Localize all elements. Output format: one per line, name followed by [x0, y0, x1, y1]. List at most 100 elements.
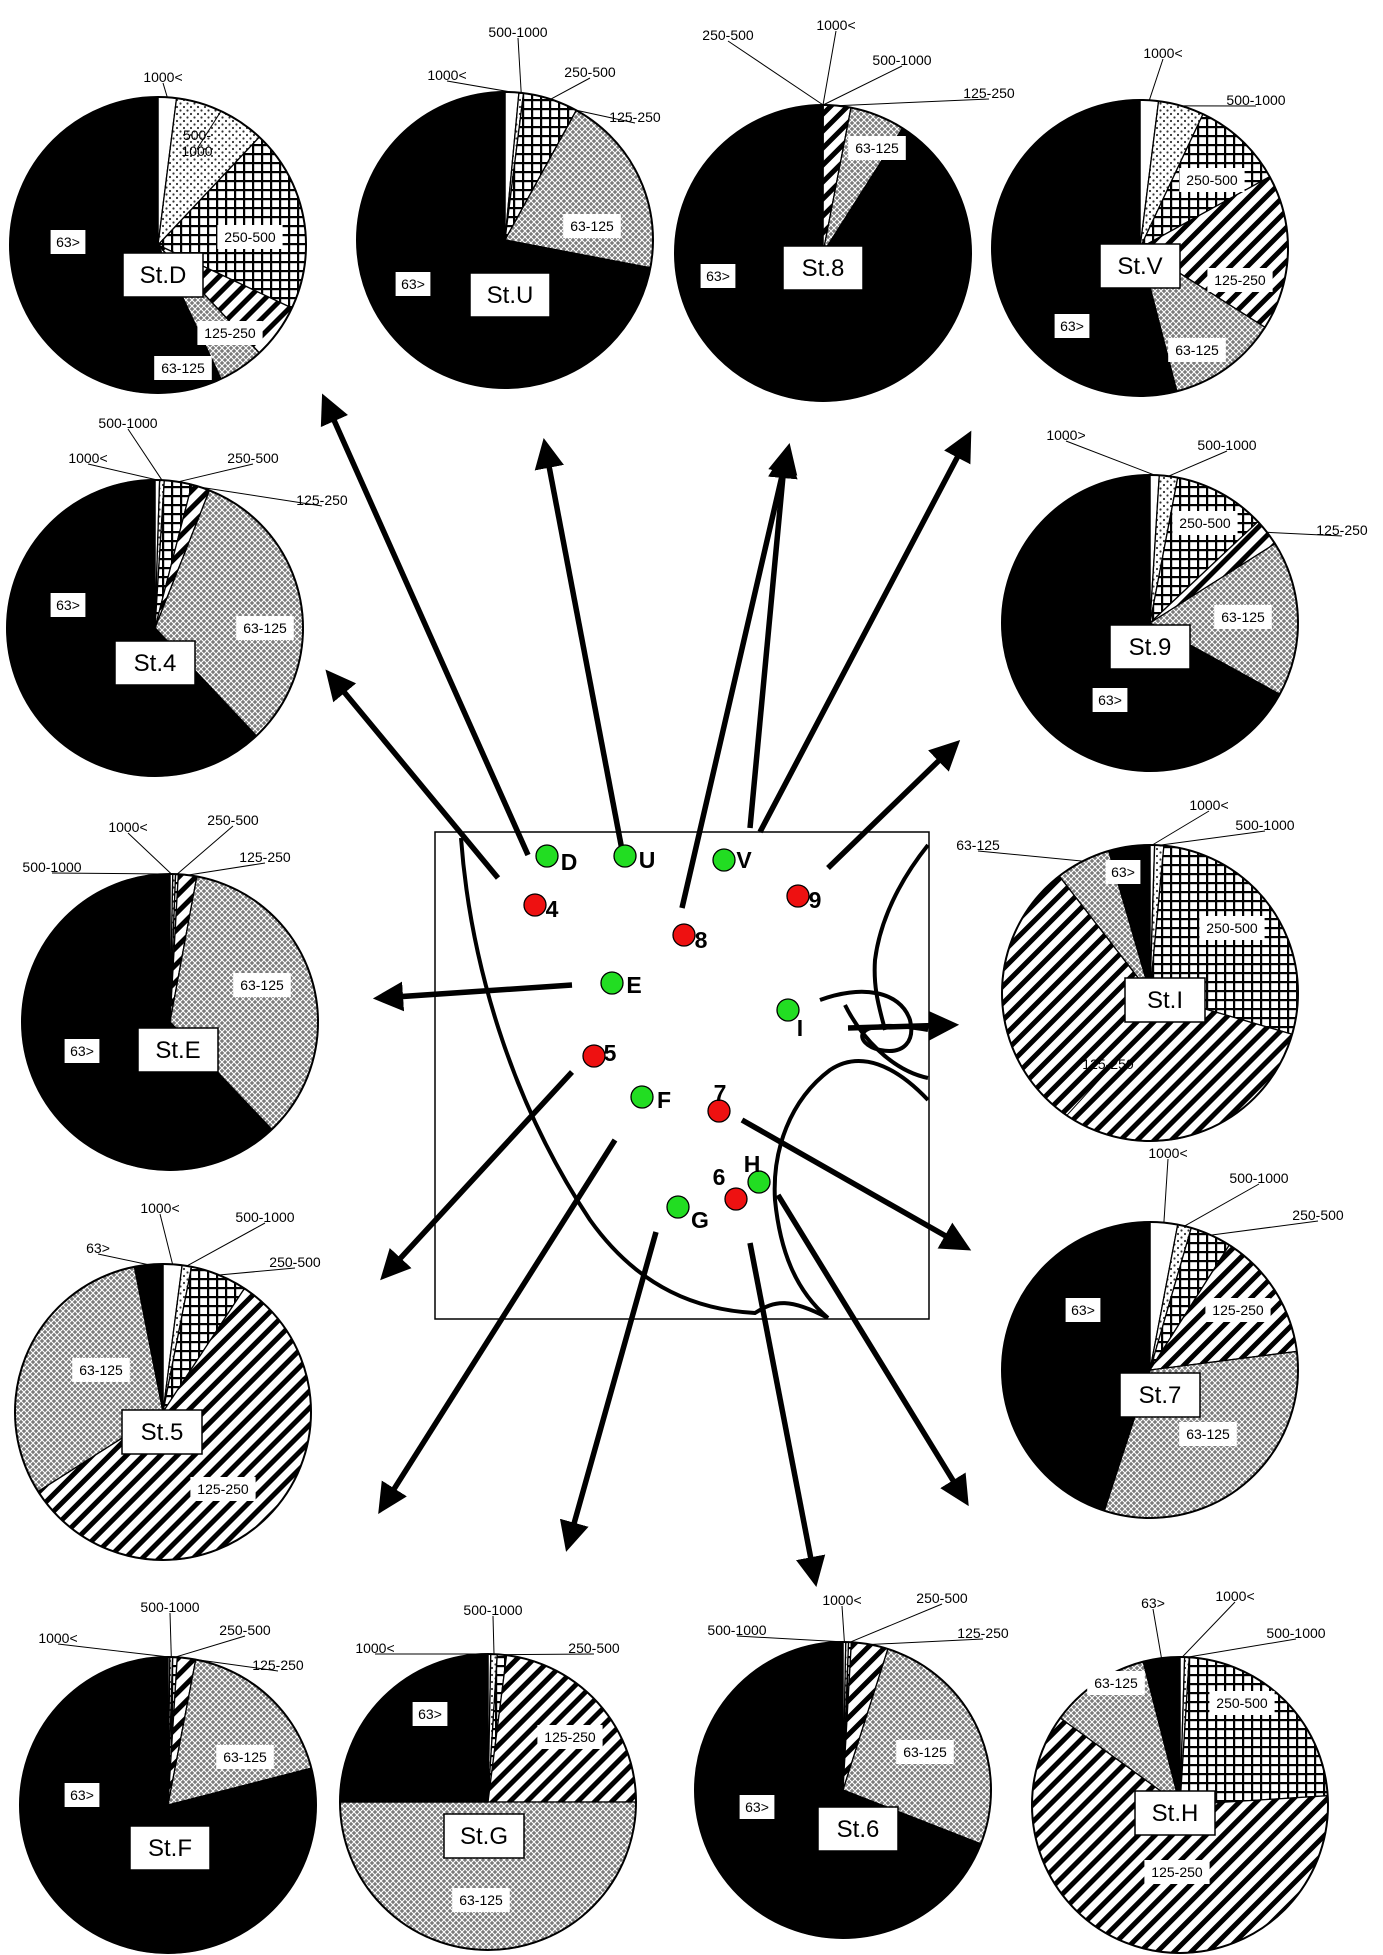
- station-label-box: [122, 252, 204, 298]
- station-label: St.D: [140, 262, 187, 289]
- leader-line: [187, 862, 266, 876]
- arrow: [325, 669, 501, 880]
- site-marker: [724, 1187, 748, 1211]
- site-label: V: [736, 847, 752, 873]
- segment-label-63: 63>: [70, 1787, 94, 1803]
- segment-label-box: [1205, 1298, 1271, 1322]
- coastline: [819, 989, 929, 1053]
- station-label: St.8: [802, 255, 845, 282]
- pie-st-h: 1000< 500-1000 250-500 125-250 63-125 63> St.H: [1031, 1588, 1329, 1954]
- site-label: 8: [695, 927, 708, 953]
- segment-label-box: [1092, 688, 1128, 712]
- leader-line: [837, 98, 990, 107]
- station-label-box: [121, 1409, 203, 1455]
- site-9: 9: [786, 884, 822, 913]
- pie-st-i: 1000< 500-1000 250-500 125-250 63-125 63> St.I: [956, 797, 1299, 1142]
- segment-label-1000: 1000<: [822, 1592, 861, 1608]
- leader-line: [1163, 1158, 1169, 1223]
- segment-label-1000: 1000<: [143, 69, 182, 85]
- leader-line: [1266, 531, 1343, 537]
- segment-label-250-500: 250-500: [564, 64, 616, 80]
- leader-line: [501, 1653, 595, 1656]
- segment-label-box: [1209, 1691, 1275, 1715]
- station-label-box: [1134, 1790, 1216, 1836]
- pie-st-e: 1000< 500-1000 250-500 125-250 63-125 63> St.E: [21, 812, 319, 1171]
- leader-line: [1152, 810, 1210, 846]
- site-label: U: [639, 847, 656, 873]
- site-marker: [600, 971, 624, 995]
- station-label: St.F: [148, 1835, 192, 1862]
- segment-label-500-1000: 500-1000: [1235, 817, 1294, 833]
- pie-outline: [14, 1263, 312, 1561]
- pie-st-u: 1000< 500-1000 250-500 125-250 63-125 63> St.U: [356, 24, 661, 389]
- segment-label-500-1000: 500-1000: [463, 1602, 522, 1618]
- segment-label-box: [1207, 268, 1273, 292]
- segment-label-125-250: 125-250: [239, 849, 291, 865]
- segment-label-250-500: 250-500: [207, 812, 259, 828]
- site-i: I: [776, 998, 803, 1041]
- segment-label-box: [395, 272, 431, 296]
- site-marker: [523, 893, 547, 917]
- site-label: 4: [546, 896, 559, 922]
- site-label: 9: [809, 887, 822, 913]
- segment-label-box: [1054, 314, 1090, 338]
- site-f: F: [630, 1085, 671, 1113]
- site-4: 4: [523, 893, 559, 922]
- segment-label-63-125: 63-125: [1186, 1426, 1230, 1442]
- site-h: H: [744, 1151, 771, 1194]
- segment-label-box: [72, 1358, 130, 1382]
- segment-label-box: [537, 1725, 603, 1749]
- leader-line: [841, 1605, 845, 1643]
- segment-label-63: 63>: [1141, 1595, 1165, 1611]
- pie-st-9: 1000> 500-1000 250-500 125-250 63-125 63> St.9: [1001, 427, 1368, 772]
- leader-line: [196, 110, 222, 150]
- pie-st-4: 1000< 500-1000 250-500 125-250 63-125 63> St.4: [6, 415, 348, 777]
- station-label: St.U: [487, 282, 534, 309]
- leader-line: [977, 850, 1083, 862]
- pie-st-6: 1000< 500-1000 250-500 125-250 63-125 63> St.6: [694, 1590, 1009, 1939]
- site-u: U: [613, 844, 656, 873]
- station-label: St.H: [1152, 1800, 1199, 1827]
- site-label: F: [657, 1087, 671, 1113]
- segment-label-1000: 1000<: [68, 450, 107, 466]
- segment-label-box: [412, 1702, 448, 1726]
- arrow: [747, 447, 798, 829]
- leader-line: [178, 463, 254, 483]
- segment-label-63: 63>: [1071, 1302, 1095, 1318]
- pie-st-v: 1000< 500-1000 250-500 125-250 63-125 63> St.V: [991, 45, 1289, 397]
- segment-label-1000: 1000>: [1046, 427, 1085, 443]
- segment-label-125-250: 125-250: [197, 1481, 249, 1497]
- pie-outline: [1001, 474, 1299, 772]
- segment-label-500-1000: 500-1000: [1229, 1170, 1288, 1186]
- pie-st-8: 1000< 500-1000 250-500 125-250 63-125 63> St.8: [674, 17, 1015, 402]
- pie-st-7: 1000< 500-1000 250-500 125-250 63-125 63> St.7: [1001, 1145, 1344, 1519]
- station-label-box: [817, 1806, 899, 1852]
- station-label-box: [443, 1813, 525, 1859]
- station-label: St.I: [1147, 987, 1183, 1014]
- segment-label-box: [1179, 1422, 1237, 1446]
- coastline: [872, 843, 930, 1031]
- segment-label-63-125: 63-125: [1094, 1675, 1138, 1691]
- coastline: [459, 837, 829, 1320]
- leader-line: [87, 463, 158, 481]
- segment-label-250-500: 250-500: [1206, 920, 1258, 936]
- leader-line: [727, 40, 824, 106]
- site-label: 5: [604, 1040, 617, 1066]
- segment-label-63: 63>: [56, 234, 80, 250]
- leader-line: [176, 825, 234, 875]
- segment-label-box: [233, 973, 291, 997]
- site-marker: [707, 1099, 731, 1123]
- leader-line: [517, 37, 522, 93]
- segment-label-63: 63>: [70, 1043, 94, 1059]
- segment-label-125-250: 125-250: [1316, 522, 1368, 538]
- pie-outline: [1001, 1221, 1299, 1519]
- segment-label-500-1000: 500-1000: [1266, 1625, 1325, 1641]
- station-label: St.7: [1139, 1382, 1182, 1409]
- site-label: E: [626, 972, 641, 998]
- segment-label-125-250: 125-250: [544, 1729, 596, 1745]
- segment-label-box: [1179, 168, 1245, 192]
- segment-label-box: [216, 1745, 274, 1769]
- leader-line: [162, 82, 168, 98]
- segment-label-250-500: 250-500: [568, 1640, 620, 1656]
- segment-label-63-125: 63-125: [79, 1362, 123, 1378]
